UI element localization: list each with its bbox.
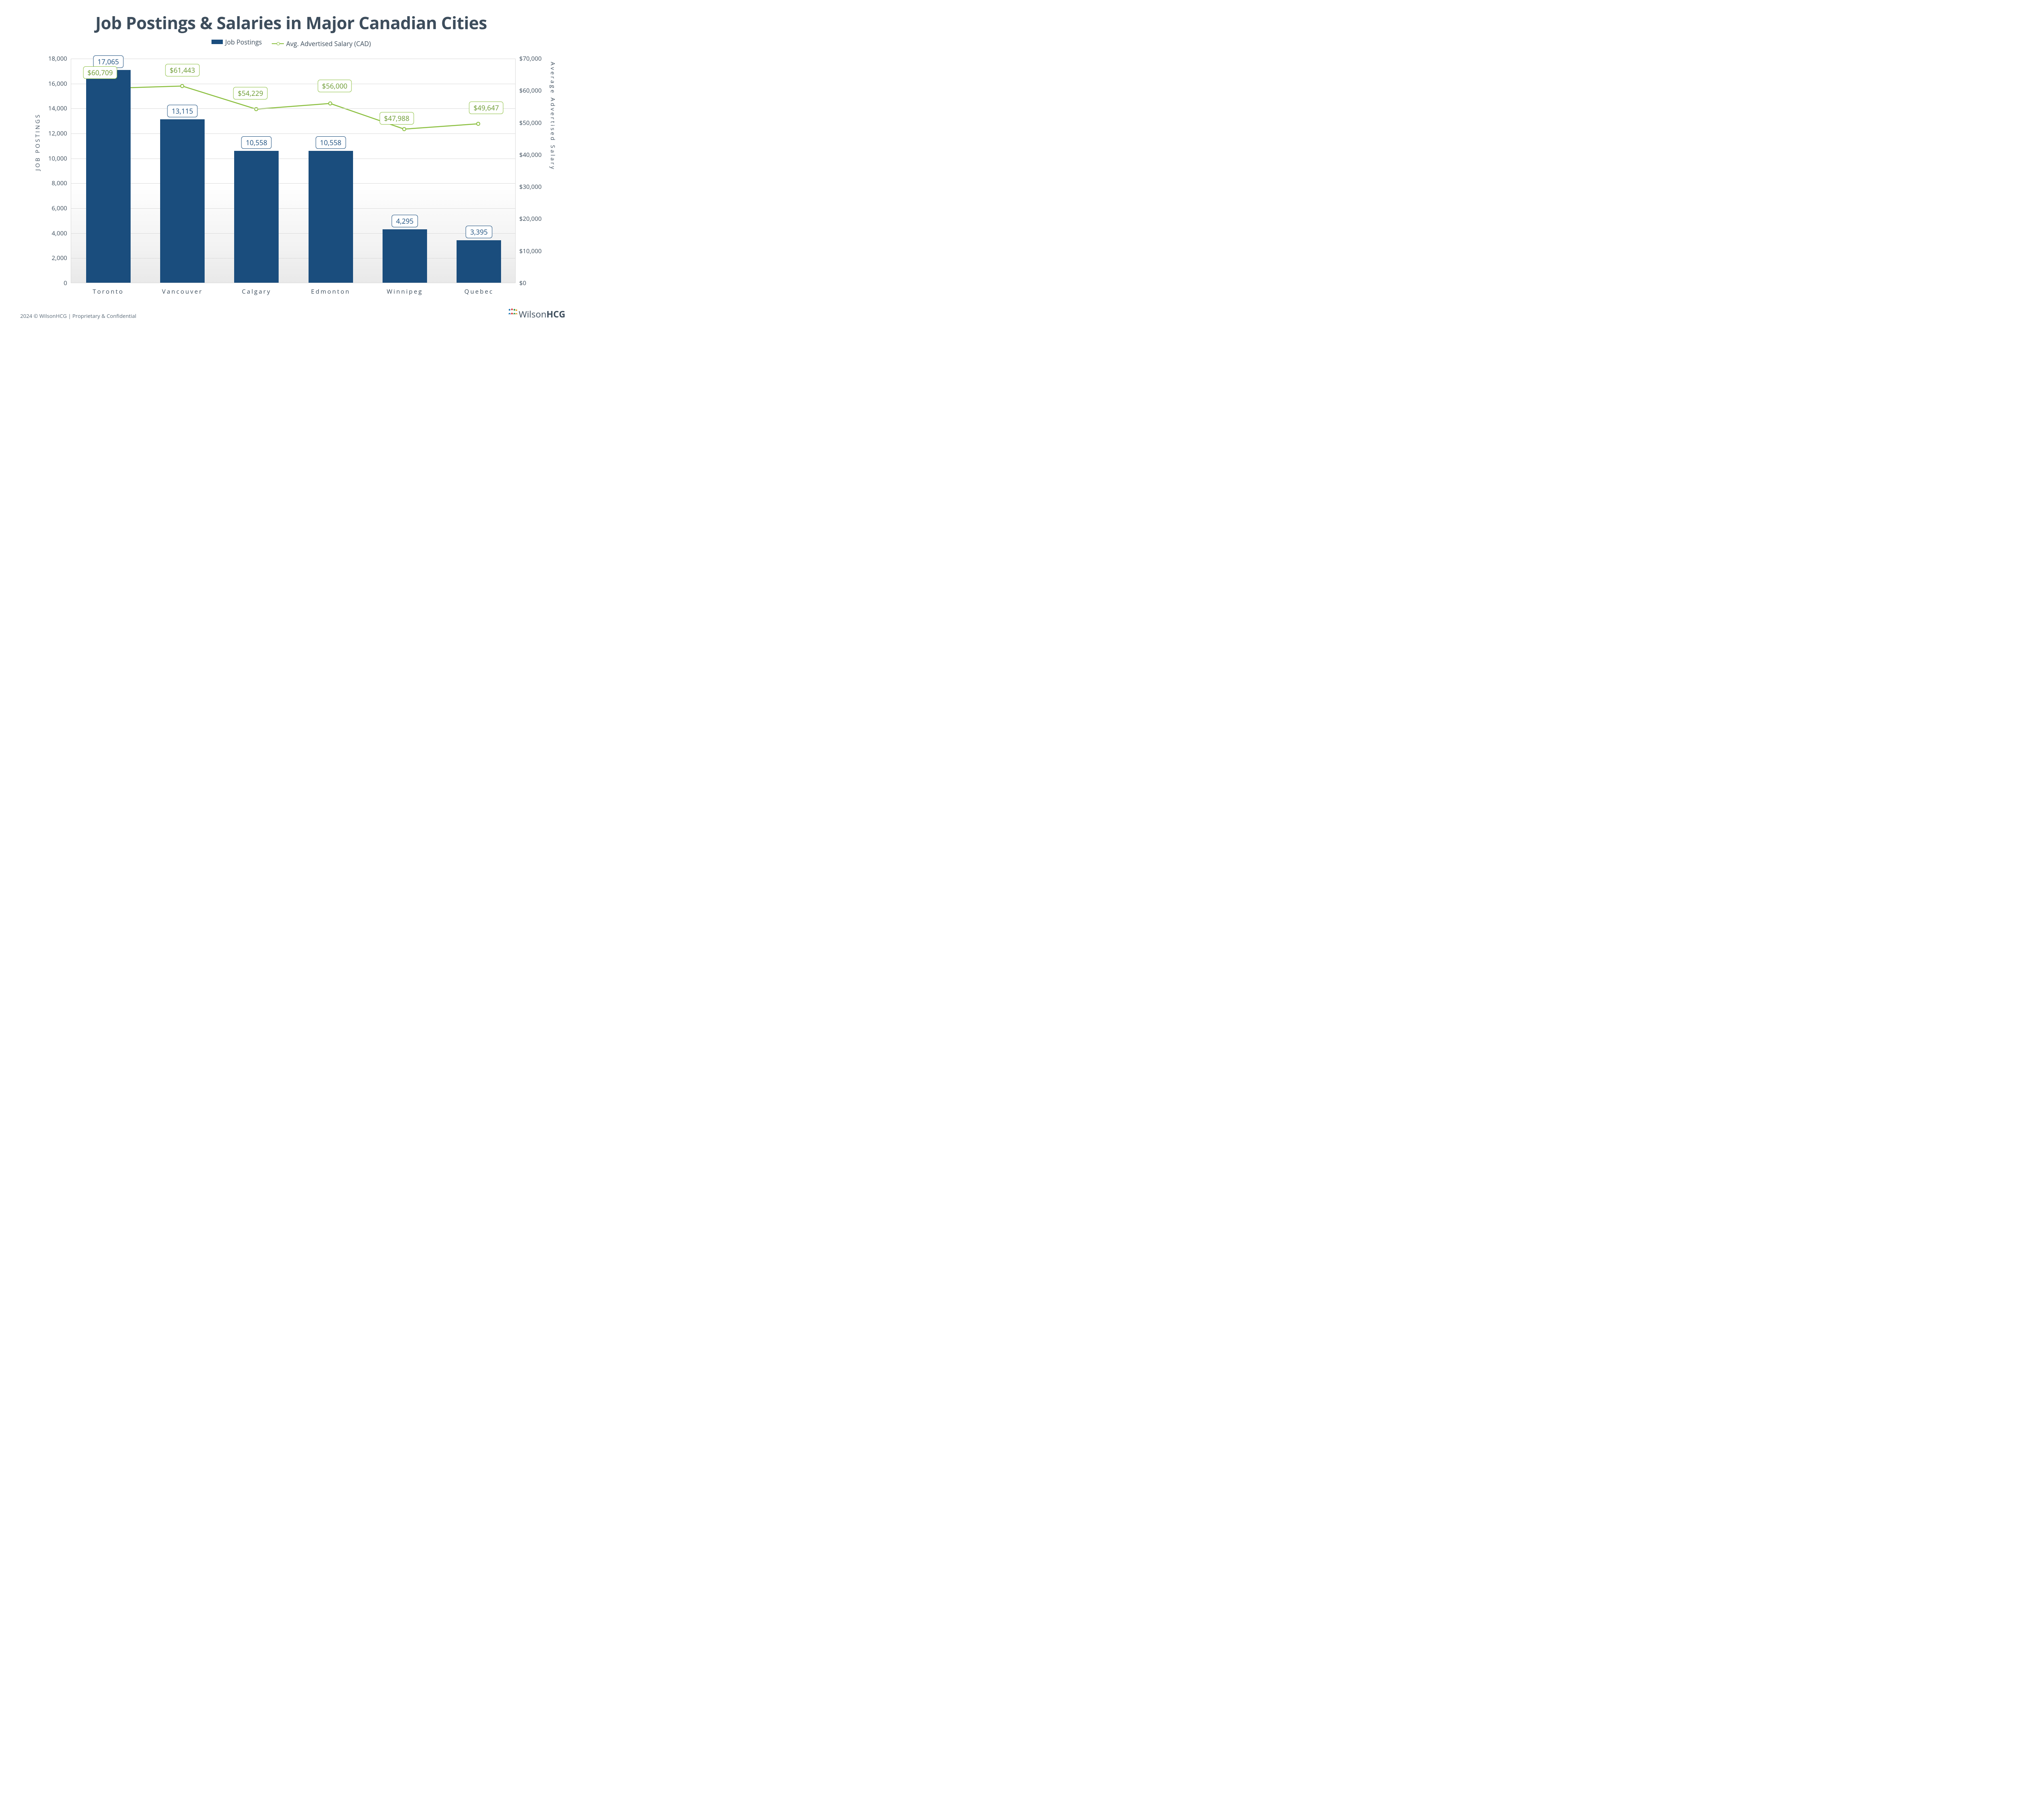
bar xyxy=(160,119,205,283)
x-category-label: Vancouver xyxy=(162,288,203,296)
y-left-tick: 18,000 xyxy=(43,55,67,63)
logo-people-icon xyxy=(508,308,518,315)
x-category-label: Toronto xyxy=(93,288,124,296)
gridline xyxy=(71,108,515,109)
x-category-label: Winnipeg xyxy=(387,288,423,296)
salary-line xyxy=(71,59,515,283)
logo-text-thin: Wilson xyxy=(519,308,547,320)
footer-text: 2024 © WilsonHCG | Proprietary & Confide… xyxy=(20,312,136,320)
line-swatch-icon xyxy=(272,43,284,44)
bar xyxy=(309,151,353,283)
bar-swatch-icon xyxy=(212,40,223,44)
y-left-tick: 0 xyxy=(43,279,67,287)
bar xyxy=(457,240,501,283)
y-left-tick: 8,000 xyxy=(43,179,67,187)
bar-value-label: 3,395 xyxy=(466,226,492,238)
salary-value-label: $49,647 xyxy=(469,102,503,114)
bar xyxy=(383,229,427,283)
brand-logo: WilsonHCG xyxy=(508,308,565,320)
bar-value-label: 4,295 xyxy=(391,215,418,227)
x-category-label: Edmonton xyxy=(311,288,350,296)
chart-title: Job Postings & Salaries in Major Canadia… xyxy=(0,11,582,34)
y-left-tick: 6,000 xyxy=(43,204,67,212)
legend-line-label: Avg. Advertised Salary (CAD) xyxy=(286,39,371,48)
y-left-tick: 14,000 xyxy=(43,104,67,112)
chart-plot-area: 02,0004,0006,0008,00010,00012,00014,0001… xyxy=(71,59,516,283)
y-right-tick: $10,000 xyxy=(519,247,548,255)
bar xyxy=(234,151,279,283)
y-right-tick: $30,000 xyxy=(519,183,548,191)
y-axis-right-title: Average Advertised Salary xyxy=(549,62,556,171)
bar-value-label: 13,115 xyxy=(167,105,197,117)
bar xyxy=(86,70,131,283)
salary-value-label: $60,709 xyxy=(83,66,117,79)
legend-item-bar: Job Postings xyxy=(212,38,262,47)
salary-value-label: $61,443 xyxy=(165,64,200,76)
y-right-tick: $20,000 xyxy=(519,215,548,223)
gridline xyxy=(71,208,515,209)
y-left-tick: 4,000 xyxy=(43,229,67,237)
bar-value-label: 10,558 xyxy=(241,136,272,149)
gridline xyxy=(71,233,515,234)
bar-value-label: 10,558 xyxy=(315,136,346,149)
y-right-tick: $60,000 xyxy=(519,87,548,95)
legend: Job Postings Avg. Advertised Salary (CAD… xyxy=(0,37,582,48)
gridline xyxy=(71,133,515,134)
y-axis-left-title: JOB POSTINGS xyxy=(34,113,42,171)
y-right-tick: $40,000 xyxy=(519,151,548,159)
y-right-tick: $50,000 xyxy=(519,119,548,127)
legend-item-line: Avg. Advertised Salary (CAD) xyxy=(272,39,371,48)
y-right-tick: $0 xyxy=(519,279,548,287)
x-category-label: Calgary xyxy=(242,288,271,296)
salary-value-label: $56,000 xyxy=(317,80,352,92)
y-left-tick: 2,000 xyxy=(43,254,67,262)
legend-bar-label: Job Postings xyxy=(225,38,262,47)
y-left-tick: 12,000 xyxy=(43,129,67,138)
y-right-tick: $70,000 xyxy=(519,55,548,63)
y-left-tick: 10,000 xyxy=(43,154,67,163)
salary-value-label: $47,988 xyxy=(380,112,414,125)
salary-value-label: $54,229 xyxy=(233,87,268,99)
logo-text-bold: HCG xyxy=(546,308,565,320)
gridline xyxy=(71,183,515,184)
y-left-tick: 16,000 xyxy=(43,80,67,88)
x-category-label: Quebec xyxy=(464,288,493,296)
